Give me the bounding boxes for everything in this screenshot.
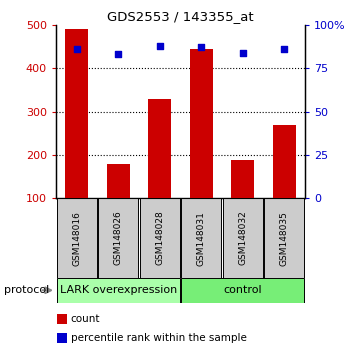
Bar bbox=[57, 333, 67, 343]
Bar bbox=[182, 198, 221, 278]
Bar bbox=[182, 278, 304, 303]
Text: GSM148016: GSM148016 bbox=[72, 211, 81, 266]
Point bbox=[116, 51, 121, 57]
Bar bbox=[190, 50, 213, 198]
Bar bbox=[148, 99, 171, 198]
Text: GSM148031: GSM148031 bbox=[197, 211, 206, 266]
Point bbox=[199, 45, 204, 50]
Text: protocol: protocol bbox=[4, 285, 49, 295]
Text: GSM148026: GSM148026 bbox=[114, 211, 123, 266]
Text: LARK overexpression: LARK overexpression bbox=[60, 285, 177, 295]
Bar bbox=[57, 198, 96, 278]
Bar bbox=[223, 198, 262, 278]
Text: count: count bbox=[71, 314, 100, 324]
Text: GSM148035: GSM148035 bbox=[280, 211, 289, 266]
Bar bbox=[265, 198, 304, 278]
Text: percentile rank within the sample: percentile rank within the sample bbox=[71, 333, 247, 343]
Text: control: control bbox=[223, 285, 262, 295]
Bar bbox=[57, 314, 67, 324]
Bar bbox=[65, 29, 88, 198]
Bar bbox=[57, 278, 179, 303]
Text: GSM148028: GSM148028 bbox=[155, 211, 164, 266]
Bar bbox=[273, 125, 296, 198]
Point bbox=[157, 43, 162, 48]
Bar bbox=[99, 198, 138, 278]
Bar bbox=[231, 160, 254, 198]
Point bbox=[282, 46, 287, 52]
Bar bbox=[140, 198, 179, 278]
Bar bbox=[107, 164, 130, 198]
Point bbox=[240, 50, 245, 55]
Point bbox=[74, 46, 80, 52]
Text: GDS2553 / 143355_at: GDS2553 / 143355_at bbox=[107, 10, 254, 23]
Text: GSM148032: GSM148032 bbox=[238, 211, 247, 266]
